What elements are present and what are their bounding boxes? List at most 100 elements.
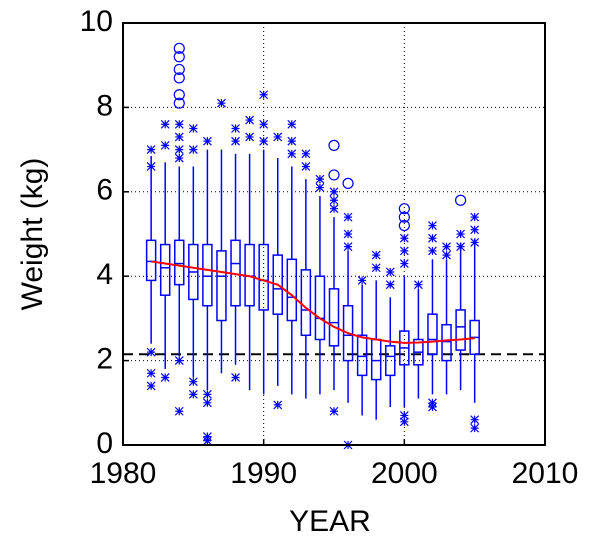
outlier (273, 400, 283, 410)
outlier (202, 436, 212, 446)
outlier (385, 267, 395, 277)
outlier (399, 233, 409, 243)
outlier (174, 119, 184, 129)
outlier (174, 145, 184, 155)
outlier (315, 174, 325, 184)
y-tick-label: 10 (80, 5, 113, 38)
outlier (329, 195, 339, 205)
outlier (174, 356, 184, 366)
outlier (470, 238, 480, 247)
outlier (245, 115, 255, 125)
outlier (413, 280, 423, 290)
outlier (329, 406, 339, 416)
outlier (329, 187, 339, 197)
far-outlier (342, 177, 354, 189)
outlier (188, 377, 198, 387)
box (385, 345, 396, 377)
outlier (202, 389, 212, 399)
outlier (399, 417, 409, 427)
outlier (146, 368, 156, 378)
outlier (287, 119, 297, 129)
outlier (456, 242, 466, 252)
y-tick-label: 0 (96, 427, 113, 460)
outlier (231, 136, 240, 146)
y-axis-label: Weight (kg) (16, 158, 49, 311)
y-tick-label: 8 (96, 89, 113, 122)
y-tick-label: 6 (96, 174, 113, 207)
outlier (160, 140, 170, 150)
plot-frame (122, 22, 546, 446)
outlier (371, 250, 381, 260)
outlier (428, 402, 437, 412)
x-tick-label: 2000 (371, 457, 438, 490)
y-tick-label: 2 (96, 343, 113, 376)
box (314, 275, 326, 341)
outlier (259, 119, 269, 129)
outlier (174, 406, 184, 416)
far-outlier (398, 219, 410, 232)
outlier (174, 153, 184, 163)
outlier (202, 136, 212, 146)
box (342, 304, 354, 362)
outlier (146, 381, 156, 391)
outlier (315, 183, 325, 193)
outlier (217, 98, 226, 108)
outlier (428, 233, 437, 243)
outlier (371, 263, 381, 273)
outlier (399, 246, 409, 256)
outlier (259, 136, 269, 146)
far-outlier (173, 51, 185, 63)
box (427, 313, 438, 356)
box (216, 250, 227, 322)
outlier (202, 398, 212, 408)
outlier (146, 347, 156, 357)
trend-line (150, 260, 475, 344)
outlier (428, 221, 437, 230)
box (202, 243, 213, 307)
outlier (273, 132, 283, 142)
outlier (188, 389, 198, 399)
box (441, 323, 452, 362)
outlier (160, 373, 170, 382)
x-axis-label: YEAR (289, 505, 371, 538)
box (356, 334, 368, 377)
box (455, 309, 466, 351)
outlier (456, 229, 466, 239)
outlier (357, 275, 367, 285)
x-tick-label: 1980 (90, 457, 157, 490)
outlier (301, 149, 311, 159)
outlier (343, 212, 353, 222)
x-tick-label: 2010 (512, 457, 579, 490)
outlier (470, 225, 480, 235)
far-outlier (173, 63, 185, 76)
outlier (385, 280, 395, 290)
outlier (470, 212, 480, 222)
outlier (329, 204, 339, 214)
outlier (343, 242, 353, 252)
x-tick-label: 1990 (230, 457, 297, 490)
box (145, 239, 157, 282)
outlier (259, 90, 269, 100)
outlier (428, 398, 437, 408)
far-outlier (173, 72, 185, 84)
outlier (428, 246, 437, 256)
box (159, 243, 171, 296)
far-outlier (328, 139, 340, 151)
outlier (202, 432, 212, 441)
far-outlier (173, 97, 185, 109)
outlier (470, 423, 480, 433)
far-outlier (328, 169, 340, 181)
far-outlier (173, 42, 185, 54)
outlier (442, 250, 451, 260)
outlier (174, 132, 184, 142)
box (174, 239, 185, 286)
outlier (287, 149, 297, 159)
far-outlier (398, 211, 410, 223)
outlier (245, 132, 255, 142)
outlier (160, 119, 170, 129)
y-tick-label: 4 (96, 258, 113, 291)
box (328, 288, 340, 347)
outlier (343, 229, 353, 239)
far-outlier (173, 89, 185, 101)
